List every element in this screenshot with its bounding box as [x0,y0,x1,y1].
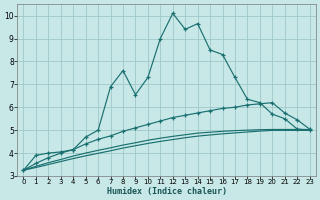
X-axis label: Humidex (Indice chaleur): Humidex (Indice chaleur) [107,187,227,196]
